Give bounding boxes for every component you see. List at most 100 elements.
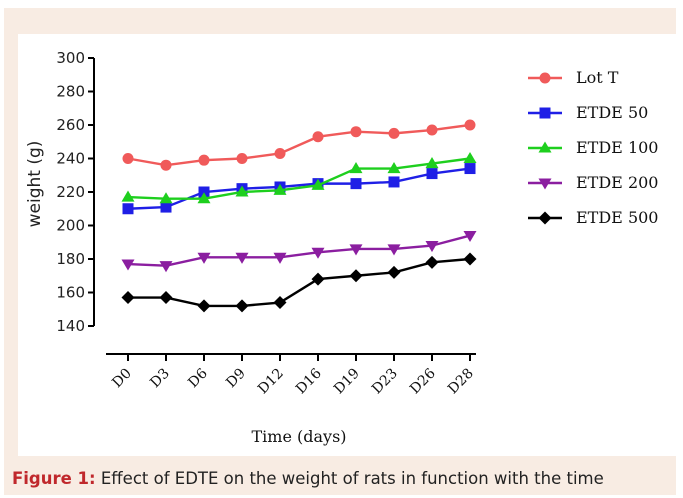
figure-label: Figure 1: <box>12 469 96 488</box>
data-point <box>464 119 476 131</box>
data-point <box>312 131 324 143</box>
data-point <box>463 252 477 266</box>
data-point <box>426 168 438 180</box>
series-line <box>127 157 471 200</box>
data-point <box>198 154 210 166</box>
data-point <box>463 152 477 164</box>
legend-marker <box>539 107 551 119</box>
x-tick-label: D19 <box>331 366 363 398</box>
data-point <box>121 291 135 305</box>
data-point <box>160 159 172 171</box>
data-point <box>197 192 211 204</box>
data-point <box>159 261 173 273</box>
legend-marker <box>538 141 552 153</box>
data-point <box>349 244 363 256</box>
data-point <box>463 231 477 243</box>
data-point <box>426 124 438 136</box>
series-etde-200 <box>121 231 477 273</box>
y-tick-label: 300 <box>56 49 85 67</box>
data-point <box>121 259 135 271</box>
caption-bar: Figure 1: Effect of EDTE on the weight o… <box>4 463 676 495</box>
series-etde-100 <box>121 152 477 204</box>
x-tick-label: D6 <box>185 365 211 391</box>
y-tick-label: 260 <box>56 116 85 134</box>
data-point <box>387 244 401 256</box>
chart-area: 140 160 180 200 220 240 260 280 300 D0 D3 D6 D9 D12 D… <box>18 34 676 456</box>
legend-item: ETDE 200 <box>528 173 658 192</box>
legend-marker <box>538 211 552 225</box>
data-point <box>311 247 325 259</box>
data-point <box>235 185 249 197</box>
data-point <box>349 162 363 174</box>
data-point <box>235 299 249 313</box>
data-point <box>122 153 134 164</box>
series-line <box>127 234 471 267</box>
legend-item: ETDE 50 <box>528 103 648 122</box>
data-point <box>425 157 439 169</box>
data-point <box>273 296 287 310</box>
caption-text: Effect of EDTE on the weight of rats in … <box>95 469 604 488</box>
data-point <box>159 192 173 204</box>
data-point <box>197 299 211 313</box>
data-point <box>349 269 363 283</box>
y-tick-label: 280 <box>56 83 85 101</box>
data-point <box>159 291 173 305</box>
data-point <box>160 201 172 213</box>
y-tick-label: 160 <box>56 284 85 302</box>
y-tick-label: 180 <box>56 250 85 268</box>
legend-label: ETDE 50 <box>576 103 648 122</box>
legend-item: ETDE 500 <box>528 208 658 227</box>
data-point <box>122 203 134 215</box>
data-point <box>197 252 211 264</box>
data-point <box>311 178 325 190</box>
series-line <box>128 257 471 308</box>
y-tick-label: 200 <box>56 217 85 235</box>
series-line <box>127 123 471 167</box>
legend-label: ETDE 100 <box>576 138 658 157</box>
data-point <box>350 178 362 190</box>
x-tick-label: D16 <box>293 365 325 397</box>
data-point <box>235 252 249 264</box>
x-axis: D0 D3 D6 D9 D12 D16 D19 D23 D26 D28 <box>106 353 477 398</box>
y-tick-label: 240 <box>56 150 85 168</box>
series-layer <box>121 119 477 313</box>
y-tick-label: 220 <box>56 183 85 201</box>
data-point <box>387 162 401 174</box>
series-etde-500 <box>121 252 477 313</box>
legend-marker <box>539 72 551 84</box>
legend: Lot T ETDE 50 ETDE 100 ETDE 200 ETDE 500 <box>528 68 658 227</box>
data-point <box>388 127 400 139</box>
data-point <box>311 272 325 286</box>
data-point <box>121 190 135 202</box>
data-point <box>350 126 362 138</box>
legend-item: ETDE 100 <box>528 138 658 157</box>
data-point <box>388 176 400 188</box>
y-axis: 140 160 180 200 220 240 260 280 300 <box>56 49 95 335</box>
data-point <box>425 241 439 253</box>
legend-marker <box>538 178 552 190</box>
data-point <box>425 255 439 269</box>
legend-item: Lot T <box>528 68 619 87</box>
x-tick-label: D23 <box>369 366 401 398</box>
figure-caption: Figure 1: Effect of EDTE on the weight o… <box>12 469 604 488</box>
series-lot-t <box>122 119 476 171</box>
legend-label: Lot T <box>576 68 619 87</box>
legend-label: ETDE 500 <box>576 208 658 227</box>
data-point <box>273 252 287 264</box>
x-axis-title: Time (days) <box>251 427 346 446</box>
y-tick-label: 140 <box>56 317 85 335</box>
data-point <box>198 186 210 198</box>
x-tick-label: D9 <box>223 366 249 392</box>
data-point <box>387 265 401 279</box>
y-axis-title: weight (g) <box>25 141 45 228</box>
x-tick-label: D26 <box>407 365 439 397</box>
x-tick-label: D0 <box>109 366 135 392</box>
x-tick-label: D3 <box>147 366 173 392</box>
x-tick-label: D12 <box>255 366 287 398</box>
data-point <box>236 153 248 164</box>
data-point <box>274 147 286 159</box>
data-point <box>273 183 287 195</box>
legend-label: ETDE 200 <box>576 173 658 192</box>
x-tick-label: D28 <box>445 366 477 398</box>
